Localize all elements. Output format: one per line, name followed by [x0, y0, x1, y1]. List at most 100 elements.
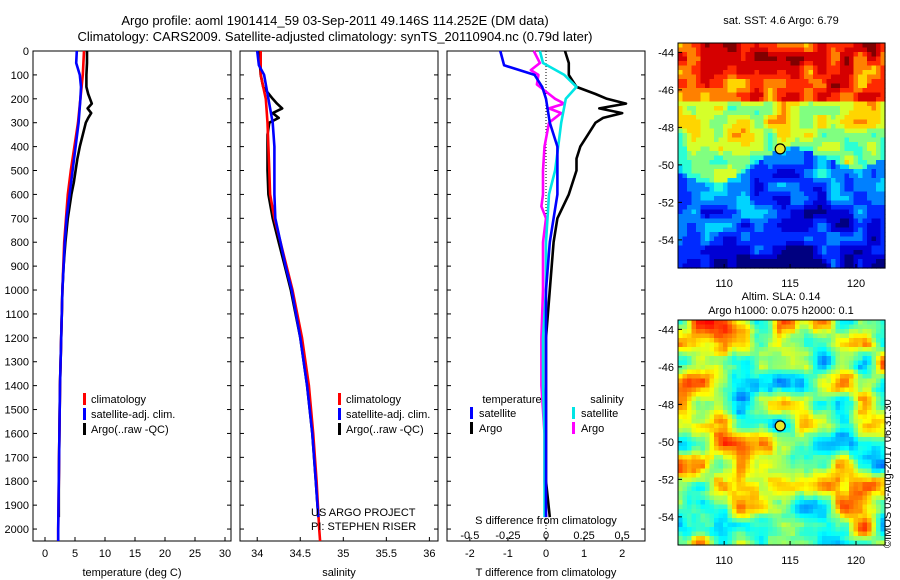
map-lon-tick-label: 110 — [715, 278, 733, 290]
pi-label: PI: STEPHEN RISER — [311, 521, 416, 533]
x-tick-label: 35.5 — [376, 548, 397, 560]
panel-2-frame — [239, 50, 439, 542]
map-lat-tick-label: -44 — [658, 47, 674, 59]
legend-group-title: temperature — [482, 394, 541, 406]
project-label: US ARGO PROJECT — [311, 507, 416, 519]
x-tick-label: 15 — [129, 548, 141, 560]
salinity-diff-tick-label: -0.5 — [460, 530, 479, 542]
map-lat-tick-label: -46 — [658, 362, 674, 374]
x-tick-label: 5 — [72, 548, 78, 560]
float-position-marker — [774, 143, 786, 155]
x-tick-label: 10 — [99, 548, 111, 560]
x-tick-label: 34 — [251, 548, 263, 560]
legend-swatch — [470, 407, 473, 419]
legend-swatch — [338, 423, 341, 435]
legend-entry: satellite-adj. clim. — [91, 409, 175, 421]
sst-map-frame — [677, 42, 886, 269]
map-lat-tick-label: -50 — [658, 437, 674, 449]
map-lon-tick-label: 120 — [847, 278, 865, 290]
legend-swatch — [338, 393, 341, 405]
panel-1-frame — [32, 50, 232, 542]
legend-swatch — [572, 407, 575, 419]
map-lon-tick-label: 120 — [847, 555, 865, 567]
pressure-tick-label: 1600 — [5, 428, 29, 440]
figure-title-line1: Argo profile: aoml 1901414_59 03-Sep-201… — [121, 13, 549, 28]
legend-group-title: salinity — [590, 394, 624, 406]
salinity-diff-tick-label: 0.5 — [615, 530, 630, 542]
pressure-tick-label: 2000 — [5, 524, 29, 536]
map-lat-tick-label: -48 — [658, 122, 674, 134]
sst-map-field — [678, 43, 886, 269]
legend-entry: satellite — [581, 408, 618, 420]
pressure-tick-label: 1100 — [5, 309, 29, 321]
map-lat-tick-label: -52 — [658, 197, 674, 209]
pressure-tick-label: 1000 — [5, 285, 29, 297]
satellite-clim-line — [56, 50, 83, 541]
x-tick-label: -2 — [465, 548, 475, 560]
pressure-tick-label: 1500 — [5, 405, 29, 417]
legend-entry: Argo(..raw -QC) — [346, 424, 424, 436]
x-tick-label: -1 — [503, 548, 513, 560]
salinity-diff-tick-label: 0.25 — [573, 530, 594, 542]
x-tick-label: 34.5 — [290, 548, 311, 560]
x-tick-label: 36 — [423, 548, 435, 560]
satellite-clim-line — [255, 50, 320, 518]
legend-entry: satellite-adj. clim. — [346, 409, 430, 421]
x-tick-label: 0 — [42, 548, 48, 560]
x-tick-label: 0 — [543, 548, 549, 560]
map-lat-tick-label: -54 — [658, 235, 674, 247]
pressure-tick-label: 800 — [11, 237, 29, 249]
map-lat-tick-label: -44 — [658, 324, 674, 336]
pressure-tick-label: 700 — [11, 213, 29, 225]
pressure-tick-label: 100 — [11, 70, 29, 82]
map-lat-tick-label: -48 — [658, 399, 674, 411]
x-tick-label: 30 — [219, 548, 231, 560]
legend-swatch — [83, 408, 86, 420]
salinity-diff-axis-label: S difference from climatology — [475, 515, 617, 527]
sla-map-title: Altim. SLA: 0.14 — [741, 291, 821, 303]
temp-diff-satellite-line — [499, 50, 559, 518]
legend-swatch — [572, 422, 575, 434]
x-tick-label: 35 — [337, 548, 349, 560]
x-tick-label: 2 — [619, 548, 625, 560]
salinity-diff-tick-label: 0 — [543, 530, 549, 542]
x-axis-label: T difference from climatology — [476, 567, 617, 579]
legend-entry: climatology — [91, 394, 147, 406]
figure-title-line2: Climatology: CARS2009. Satellite-adjuste… — [77, 29, 593, 44]
legend-swatch — [83, 393, 86, 405]
pressure-tick-label: 1400 — [5, 381, 29, 393]
legend-swatch — [338, 408, 341, 420]
pressure-tick-label: 1700 — [5, 452, 29, 464]
map-lat-tick-label: -50 — [658, 160, 674, 172]
sst-map-title: sat. SST: 4.6 Argo: 6.79 — [723, 15, 839, 27]
pressure-tick-label: 1900 — [5, 500, 29, 512]
x-tick-label: 25 — [189, 548, 201, 560]
legend-entry: Argo — [479, 423, 502, 435]
x-axis-label: temperature (deg C) — [82, 567, 181, 579]
legend-entry: Argo(..raw -QC) — [91, 424, 169, 436]
pressure-tick-label: 900 — [11, 261, 29, 273]
map-lat-tick-label: -46 — [658, 85, 674, 97]
sla-map-frame — [677, 319, 886, 546]
sla-map-field — [678, 320, 886, 546]
pressure-tick-label: 600 — [11, 189, 29, 201]
salinity-diff-tick-label: -0.25 — [495, 530, 520, 542]
pressure-tick-label: 300 — [11, 118, 29, 130]
legend-entry: satellite — [479, 408, 516, 420]
pressure-tick-label: 500 — [11, 166, 29, 178]
temp-diff-argo-line — [544, 50, 628, 518]
legend-swatch — [470, 422, 473, 434]
legend-entry: climatology — [346, 394, 402, 406]
legend-swatch — [83, 423, 86, 435]
pressure-tick-label: 1200 — [5, 333, 29, 345]
map-lat-tick-label: -52 — [658, 474, 674, 486]
pressure-tick-label: 1800 — [5, 476, 29, 488]
x-axis-label: salinity — [322, 567, 356, 579]
pressure-tick-label: 0 — [23, 46, 29, 58]
pressure-tick-label: 400 — [11, 142, 29, 154]
float-position-marker — [774, 420, 786, 432]
sal-diff-satellite-line — [538, 50, 578, 518]
pressure-tick-label: 200 — [11, 94, 29, 106]
map-lon-tick-label: 110 — [715, 555, 733, 567]
